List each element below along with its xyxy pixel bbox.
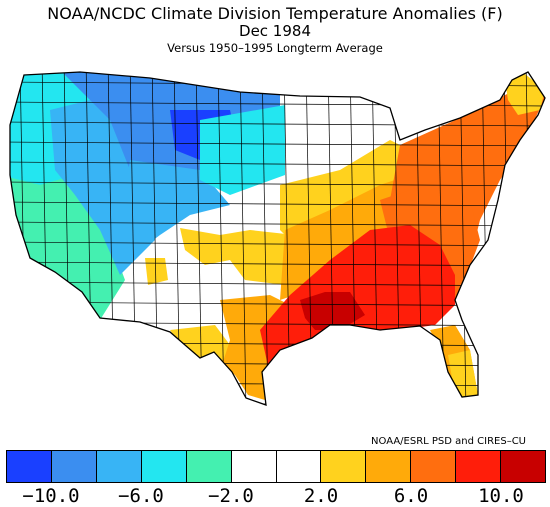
region-maine	[505, 72, 545, 115]
legend-tick-label: −10.0	[22, 485, 80, 507]
region-wyoming-utah	[120, 160, 230, 250]
division-line	[10, 181, 545, 187]
division-line	[261, 72, 269, 405]
division-line	[10, 161, 545, 167]
us-anomaly-map	[9, 71, 546, 406]
legend-swatch	[231, 451, 277, 482]
legend-tick-label: −2.0	[208, 485, 254, 507]
division-line	[10, 401, 545, 405]
legend-swatch	[7, 451, 52, 482]
legend-tick-label: −6.0	[118, 485, 164, 507]
legend-swatch	[96, 451, 142, 482]
region-deep-south	[260, 225, 455, 375]
legend-swatch	[501, 451, 546, 482]
credit-label: NOAA/ESRL PSD and CIRES–CU	[371, 436, 526, 447]
division-line	[10, 141, 545, 147]
legend-swatch	[276, 451, 322, 482]
legend-swatch	[186, 451, 232, 482]
division-line	[10, 221, 545, 227]
map-title: NOAA/NCDC Climate Division Temperature A…	[47, 4, 503, 23]
region-new-mexico	[145, 258, 168, 285]
division-line	[10, 121, 545, 127]
map-subtitle: Versus 1950–1995 Longterm Average	[167, 41, 383, 55]
legend-swatch	[141, 451, 187, 482]
division-line	[459, 72, 467, 405]
legend-swatch	[366, 451, 412, 482]
division-line	[217, 72, 225, 405]
division-line	[10, 201, 545, 207]
legend-swatch	[321, 451, 367, 482]
color-legend	[6, 450, 546, 483]
legend-tick-label: 6.0	[393, 485, 429, 507]
division-line	[10, 261, 545, 267]
legend-swatch	[411, 451, 457, 482]
legend-tick-label: 2.0	[303, 485, 339, 507]
division-line	[10, 281, 545, 287]
division-line	[10, 241, 545, 247]
division-line	[239, 72, 247, 405]
legend-tick-label: 10.0	[478, 485, 524, 507]
map-period: Dec 1984	[239, 22, 311, 40]
legend-swatch	[51, 451, 97, 482]
legend-swatch	[456, 451, 502, 482]
region-colorado-kansas	[180, 228, 300, 285]
map-regions	[10, 72, 545, 405]
division-line	[195, 72, 203, 405]
